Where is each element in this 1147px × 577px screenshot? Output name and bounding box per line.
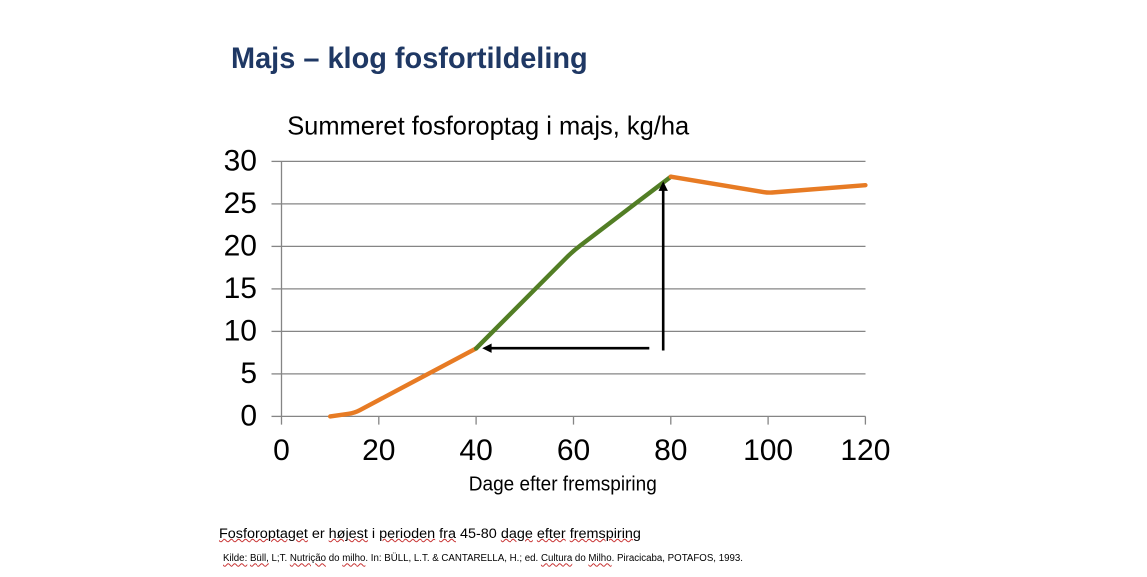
svg-text:100: 100 (743, 434, 793, 467)
svg-text:30: 30 (224, 145, 257, 178)
svg-text:40: 40 (459, 434, 492, 467)
svg-text:80: 80 (654, 434, 687, 467)
svg-text:0: 0 (273, 434, 290, 467)
svg-text:25: 25 (224, 187, 257, 220)
svg-text:20: 20 (362, 434, 395, 467)
svg-text:0: 0 (240, 400, 257, 433)
svg-text:20: 20 (224, 230, 257, 263)
svg-text:60: 60 (557, 434, 590, 467)
svg-text:Summeret fosforoptag i majs, k: Summeret fosforoptag i majs, kg/ha (287, 110, 690, 140)
svg-text:15: 15 (224, 272, 257, 305)
svg-text:Dage efter fremspiring: Dage efter fremspiring (469, 474, 657, 496)
svg-text:120: 120 (840, 434, 890, 467)
svg-text:10: 10 (224, 315, 257, 348)
svg-text:5: 5 (240, 357, 257, 390)
